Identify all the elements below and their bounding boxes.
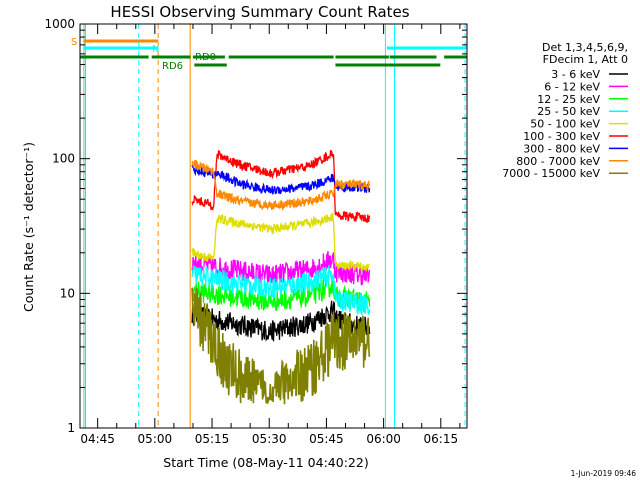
axes: 1 10 100 1000 04:45 05:00 05:15 05:30 05:45 06:00… (44, 17, 467, 446)
y-tick-label: 100 (52, 152, 75, 166)
x-tick-label: 05:30 (252, 432, 287, 446)
chart-title: HESSI Observing Summary Count Rates (110, 3, 409, 21)
legend-entry-label: 12 - 25 keV (537, 93, 600, 106)
flag-label-rd6: RD6 (162, 61, 183, 72)
legend: Det 1,3,4,5,6,9,FDecim 1, Att 0 3 - 6 keV… (502, 41, 628, 180)
x-axis-label: Start Time (08-May-11 04:40:22) (163, 455, 368, 470)
series-line-1 (191, 300, 371, 342)
series-line-9 (191, 287, 371, 405)
y-tick-label: 10 (60, 286, 75, 300)
flag-label-rd0: RD0 (195, 52, 216, 63)
plot-content: S N RD0 RD6 (71, 24, 467, 428)
legend-entry-label: 3 - 6 keV (551, 68, 600, 81)
plot-frame (79, 23, 468, 429)
series-line-2 (191, 251, 371, 286)
x-tick-label: 04:45 (80, 432, 115, 446)
y-axis-label: Count Rate (s⁻¹ detector⁻¹) (21, 142, 36, 312)
x-tick-label: 05:15 (195, 432, 230, 446)
legend-entry-label: 6 - 12 keV (544, 80, 600, 93)
legend-entry-label: 25 - 50 keV (537, 105, 600, 118)
legend-entry-label: 50 - 100 keV (530, 118, 600, 131)
flag-label-s: S (71, 37, 77, 48)
flag-label-n: N (152, 44, 159, 55)
x-tick-label: 05:45 (309, 432, 344, 446)
y-tick-label: 1 (67, 421, 75, 435)
legend-entry-label: 100 - 300 keV (523, 130, 600, 143)
x-tick-label: 06:00 (366, 432, 401, 446)
series-line-6 (191, 149, 371, 223)
series-line-8 (191, 159, 371, 212)
footer-date: 1-Jun-2019 09:46 (571, 469, 637, 478)
legend-entry-label: 800 - 7000 keV (516, 155, 600, 168)
x-tick-label: 05:00 (138, 432, 173, 446)
series-line-5 (191, 212, 370, 273)
legend-entry-label: 300 - 800 keV (523, 142, 600, 155)
y-tick-label: 1000 (44, 17, 75, 31)
legend-header: Det 1,3,4,5,6,9, (542, 41, 628, 54)
legend-header: FDecim 1, Att 0 (543, 53, 628, 66)
legend-entry-label: 7000 - 15000 keV (502, 167, 600, 180)
series-line-4 (191, 264, 371, 316)
x-tick-label: 06:15 (424, 432, 459, 446)
